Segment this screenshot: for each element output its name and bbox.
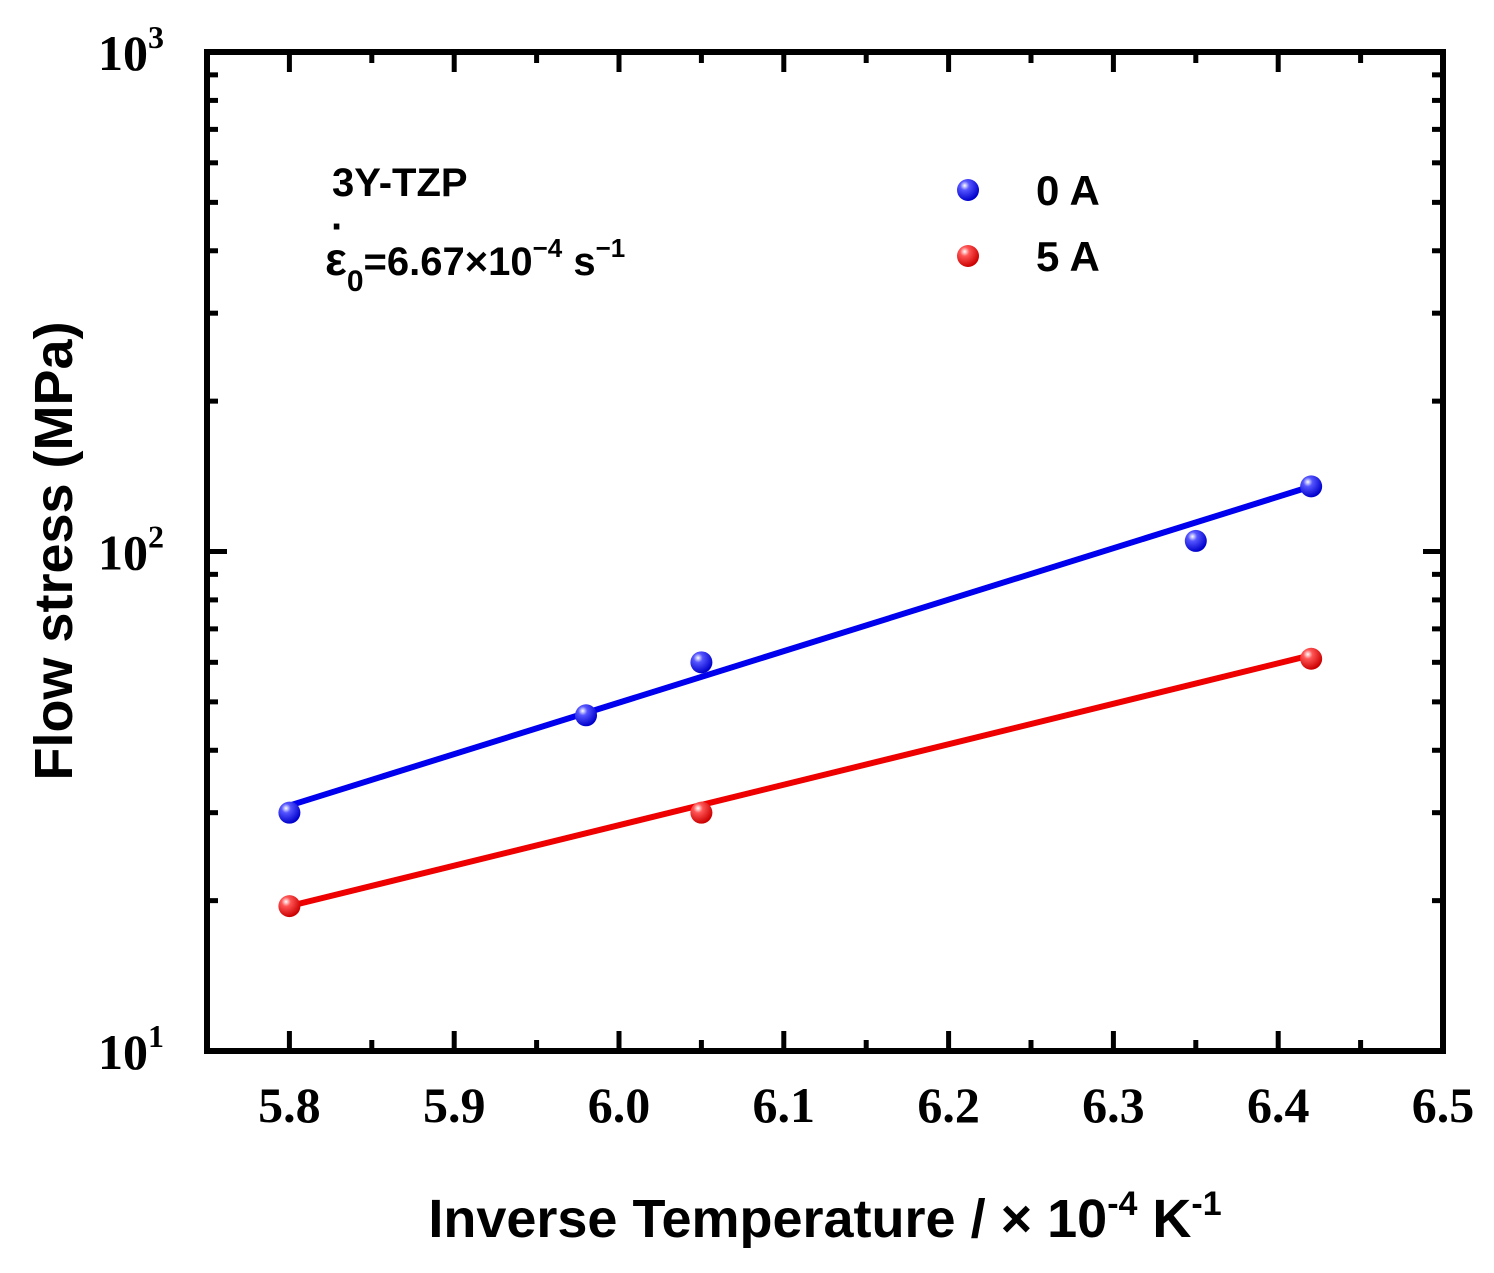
x-axis-title-exp1: -4 [1107,1185,1137,1223]
strain-rate-subscript: 0 [347,265,364,298]
x-axis-title-unit: K [1137,1189,1191,1249]
fit-line-0a [288,483,1313,809]
strain-rate-value: =6.67×10 [364,240,533,284]
data-point-5a [690,801,713,824]
y-tick-exponent: 3 [148,19,164,55]
y-tick-label: 102 [98,519,164,581]
y-tick-label: 103 [98,19,164,81]
y-tick-base: 10 [98,1024,148,1080]
legend-marker-0a [957,179,979,201]
data-point-0a [575,704,598,727]
x-tick-label: 6.0 [588,1077,651,1133]
strain-rate-dot: · [331,205,344,249]
strain-rate-symbol: ε [325,233,347,285]
strain-rate-unit-exponent: −1 [596,233,626,263]
y-tick-exponent: 2 [148,519,164,555]
legend-label-0a: 0 A [1036,167,1100,214]
strain-rate-label: ε0=6.67×10−4 s−1 [325,233,625,298]
x-tick-label: 6.5 [1412,1077,1475,1133]
x-axis-title-exp2: -1 [1191,1185,1221,1223]
axis-ticks [204,49,1446,1054]
x-tick-label: 6.4 [1247,1077,1310,1133]
data-point-0a [1184,529,1207,552]
x-tick-label: 5.9 [423,1077,486,1133]
strain-rate-exponent: −4 [533,233,563,263]
x-tick-labels: 5.8 5.9 6.0 6.1 6.2 6.3 6.4 6.5 [258,1077,1474,1133]
fit-line-5a [288,652,1312,910]
material-label: 3Y-TZP [332,161,468,205]
strain-rate-unit: s [562,240,595,284]
legend: 0 A 5 A [957,167,1100,280]
data-point-5a [1300,647,1323,670]
data-point-0a [1300,475,1323,498]
fit-lines [288,483,1313,910]
y-tick-base: 10 [98,525,148,581]
data-points [278,475,1323,918]
y-tick-base: 10 [98,25,148,81]
legend-marker-5a [957,245,979,267]
y-axis-title: Flow stress (MPa) [24,321,84,780]
x-tick-label: 6.3 [1082,1077,1145,1133]
x-axis-title: Inverse Temperature / × 10-4 K-1 [428,1185,1221,1249]
data-point-5a [278,895,301,918]
data-point-0a [690,651,713,674]
y-tick-exponent: 1 [148,1018,164,1054]
x-tick-label: 6.1 [753,1077,816,1133]
data-point-0a [278,801,301,824]
x-axis-title-main: Inverse Temperature / × 10 [428,1189,1107,1249]
x-tick-label: 6.2 [917,1077,980,1133]
x-tick-label: 5.8 [258,1077,321,1133]
legend-label-5a: 5 A [1036,233,1100,280]
y-tick-label: 101 [98,1018,164,1080]
